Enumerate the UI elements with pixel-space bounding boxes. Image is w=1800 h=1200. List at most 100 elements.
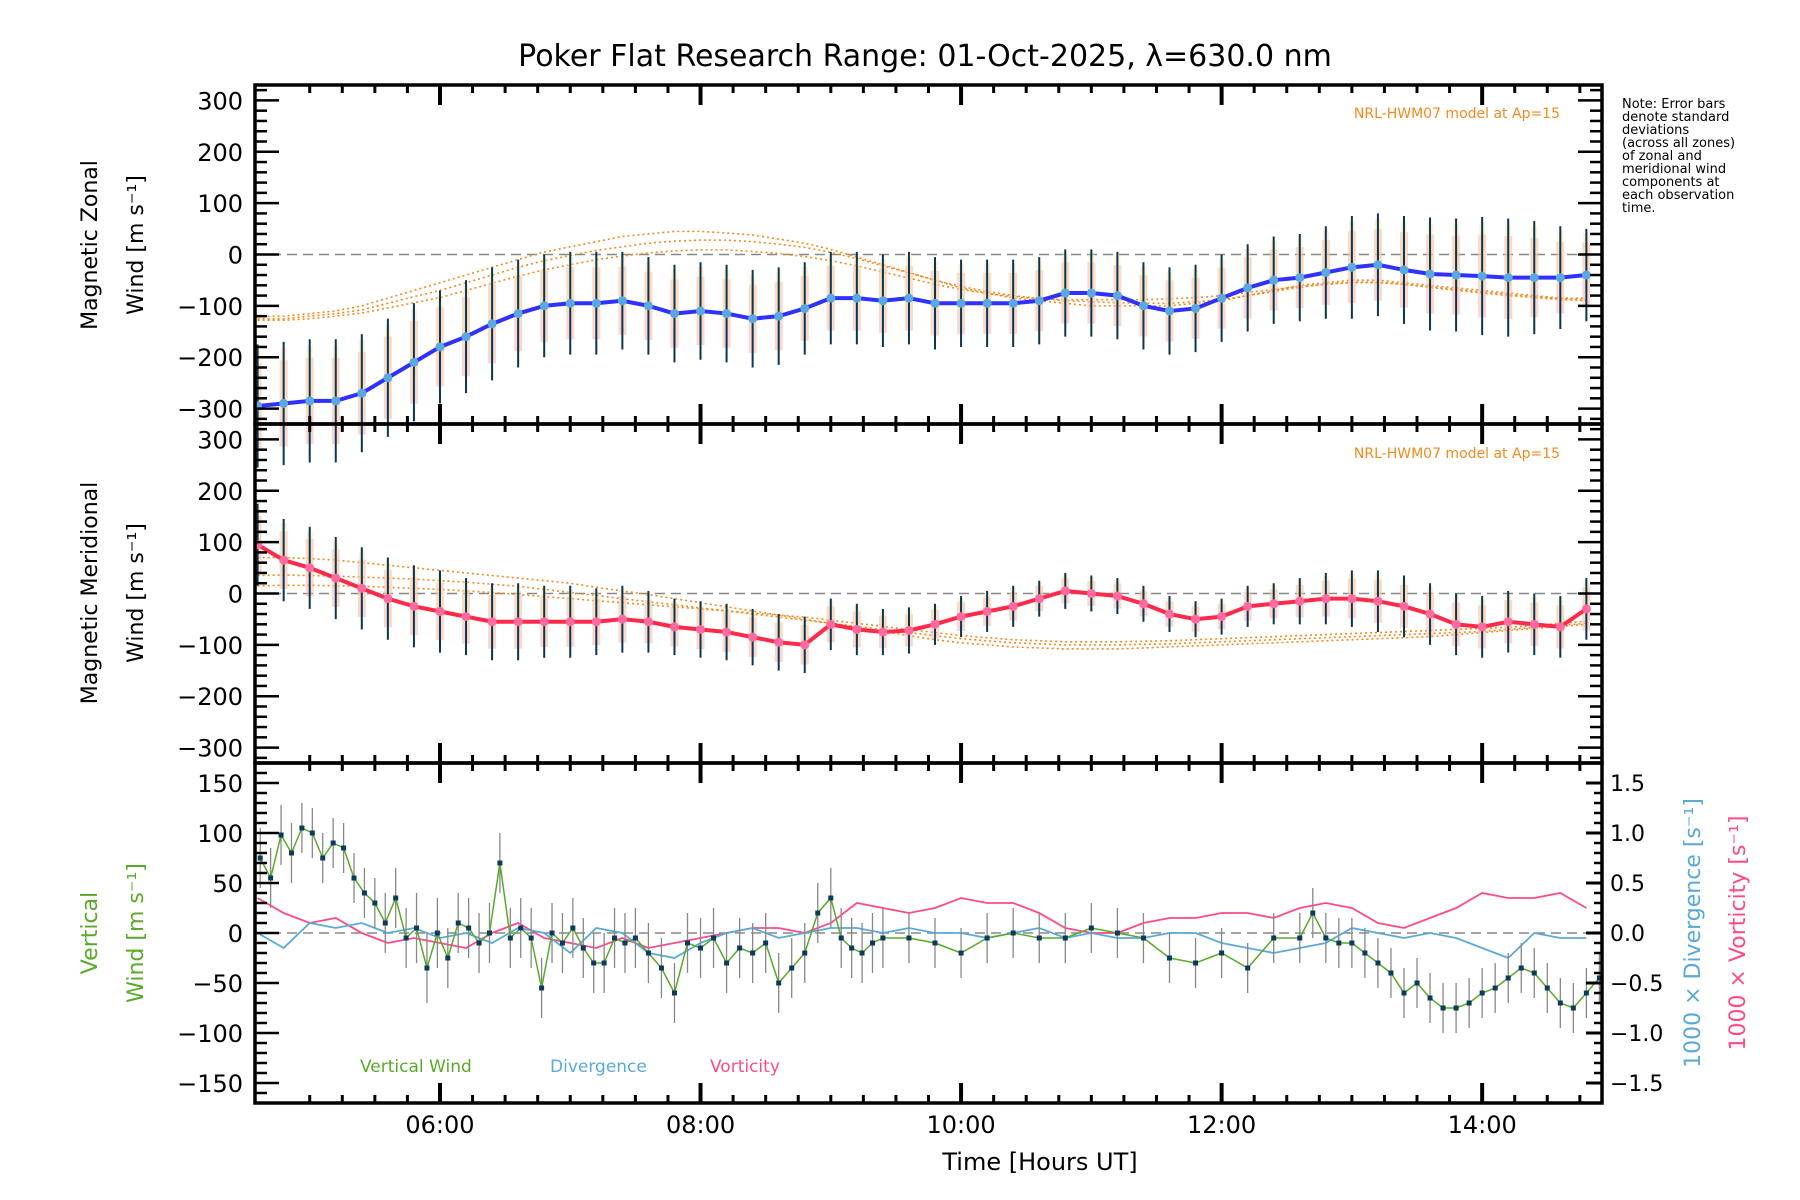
vertical-wind-point: [320, 855, 326, 861]
vertical-wind-point: [869, 940, 875, 946]
mean-wind-point: [1295, 596, 1305, 606]
vertical-wind-point: [815, 910, 821, 916]
mean-wind-point: [800, 303, 810, 313]
mean-wind-point: [305, 563, 315, 573]
vertical-wind-point: [393, 895, 399, 901]
mean-wind-point: [617, 614, 627, 624]
vertical-wind-point: [1479, 990, 1485, 996]
vertical-wind-point: [1088, 925, 1094, 931]
mean-wind-point: [383, 373, 393, 383]
mean-wind-point: [1581, 604, 1591, 614]
x-tick-label: 14:00: [1448, 1111, 1517, 1139]
vertical-wind-point: [1492, 985, 1498, 991]
model-curve: [257, 584, 1587, 643]
y-tick-label: −100: [177, 1020, 243, 1048]
vertical-wind-point: [351, 875, 357, 881]
y-tick-label: 100: [197, 820, 243, 848]
mean-wind-point: [669, 309, 679, 319]
x-tick-label: 10:00: [926, 1111, 995, 1139]
y-tick-label: 300: [197, 87, 243, 115]
vertical-wind-point: [684, 940, 690, 946]
y-tick-label: 150: [197, 770, 243, 798]
model-curve: [257, 230, 1587, 317]
y-tick-label: 300: [197, 426, 243, 454]
legend-item: Vertical Wind: [360, 1057, 472, 1077]
vertical-wind-point: [737, 945, 743, 951]
vertical-wind-point: [288, 850, 294, 856]
y-tick-label: −300: [177, 396, 243, 424]
mean-wind-point: [617, 296, 627, 306]
y2-tick-label: 0.5: [1610, 872, 1645, 897]
mean-wind-point: [539, 301, 549, 311]
vertical-wind-point: [789, 965, 795, 971]
panel-meridional: Magnetic Meridional Wind [m s⁻¹] NRL-HWM…: [78, 446, 1560, 704]
note-line: components at: [1622, 175, 1720, 190]
mean-wind-line: [257, 262, 1587, 409]
vertical-wind-point: [838, 935, 844, 941]
note-line: deviations: [1622, 123, 1689, 138]
vertical-wind-line: [259, 826, 1600, 1009]
y2-tick-label: −1.0: [1610, 1022, 1663, 1047]
mean-wind-point: [461, 612, 471, 622]
y-tick-label: 100: [197, 190, 243, 218]
note-line: time.: [1622, 201, 1656, 216]
vertical-wind-point: [1531, 970, 1537, 976]
mean-wind-point: [826, 293, 836, 303]
y-tick-label: 200: [197, 139, 243, 167]
panel-zonal: Magnetic Zonal Wind [m s⁻¹] NRL-HWM07 mo…: [78, 106, 1560, 330]
mean-wind-point: [435, 342, 445, 352]
vertical-wind-point: [1219, 950, 1225, 956]
mean-wind-point: [852, 293, 862, 303]
panel-meridional-plot: [253, 503, 1602, 674]
vertical-wind-point: [268, 875, 274, 881]
model-curve: [257, 574, 1587, 646]
vertical-wind-point: [1544, 985, 1550, 991]
vertical-wind-point: [906, 935, 912, 941]
vertical-wind-point: [1271, 935, 1277, 941]
vertical-wind-point: [507, 935, 513, 941]
vertical-wind-point: [880, 935, 886, 941]
vertical-wind-point: [341, 845, 347, 851]
mean-wind-point: [1581, 270, 1591, 280]
mean-wind-point: [409, 601, 419, 611]
mean-wind-point: [331, 396, 341, 406]
mean-wind-point: [331, 573, 341, 583]
vertical-wind-point: [645, 950, 651, 956]
note-line: of zonal and: [1622, 149, 1702, 164]
vertical-wind-point: [591, 960, 597, 966]
panel-vertical: Vertical Wind [m s⁻¹] 1000 × Divergence …: [78, 798, 1751, 1176]
vertical-wind-point: [1440, 1005, 1446, 1011]
mean-wind-point: [1217, 612, 1227, 622]
mean-wind-point: [1060, 288, 1070, 298]
y-tick-label: −100: [177, 632, 243, 660]
mean-wind-point: [1112, 591, 1122, 601]
vertical-wind-point: [632, 935, 638, 941]
mean-wind-point: [1425, 269, 1435, 279]
mean-wind-point: [930, 298, 940, 308]
mean-wind-point: [930, 619, 940, 629]
vertical-wind-point: [724, 960, 730, 966]
mean-wind-point: [1425, 609, 1435, 619]
vertical-wind-point: [1596, 975, 1602, 981]
mean-wind-point: [1321, 267, 1331, 277]
vertical-wind-point: [570, 925, 576, 931]
y-tick-label: 0: [228, 242, 243, 270]
vertical-wind-point: [1114, 930, 1120, 936]
vertical-wind-point: [1557, 1000, 1563, 1006]
vertical-wind-point: [372, 900, 378, 906]
mean-wind-point: [305, 396, 315, 406]
mean-wind-point: [982, 606, 992, 616]
vertical-wind-point: [309, 830, 315, 836]
y-tick-label: 50: [212, 870, 243, 898]
mean-wind-point: [1529, 273, 1539, 283]
vertical-wind-point: [1414, 980, 1420, 986]
mean-wind-point: [591, 298, 601, 308]
y-tick-label: −150: [177, 1070, 243, 1098]
y-tick-label: 0: [228, 581, 243, 609]
mean-wind-point: [774, 637, 784, 647]
vertical-wind-point: [711, 935, 717, 941]
mean-wind-point: [878, 296, 888, 306]
mean-wind-point: [1269, 599, 1279, 609]
